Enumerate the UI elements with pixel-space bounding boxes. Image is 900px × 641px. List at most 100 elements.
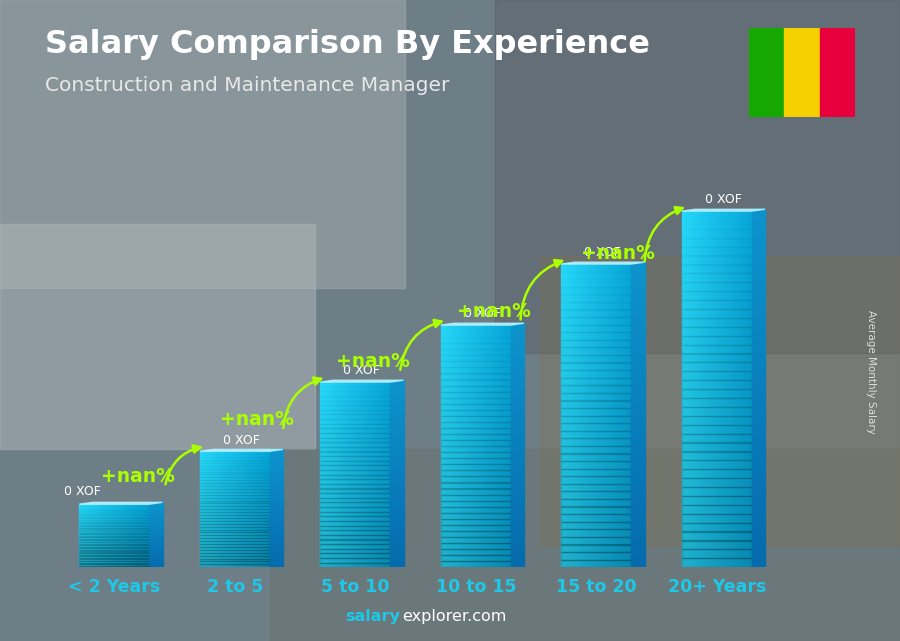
Bar (562, 294, 631, 302)
Bar (79, 510, 149, 512)
Bar (585, 264, 587, 567)
Bar (79, 517, 149, 519)
Bar (86, 504, 88, 567)
Bar (441, 367, 511, 374)
Bar (255, 451, 256, 567)
Bar (79, 551, 149, 553)
Bar (117, 504, 119, 567)
Bar (724, 211, 725, 567)
Bar (441, 355, 511, 362)
Bar (617, 264, 618, 567)
Bar (603, 264, 605, 567)
Polygon shape (270, 465, 283, 469)
Bar (354, 382, 356, 567)
Polygon shape (391, 480, 403, 487)
Polygon shape (511, 421, 524, 429)
Bar (682, 220, 752, 229)
Polygon shape (149, 550, 163, 552)
Bar (205, 451, 207, 567)
Bar (743, 211, 745, 567)
Bar (441, 458, 511, 464)
Bar (200, 486, 270, 489)
Bar (200, 492, 270, 495)
Polygon shape (752, 412, 765, 424)
Polygon shape (391, 467, 403, 474)
Bar (721, 211, 723, 567)
Polygon shape (391, 530, 403, 536)
Bar (84, 504, 85, 567)
Bar (215, 451, 217, 567)
Bar (257, 451, 258, 567)
Bar (106, 504, 107, 567)
Bar (320, 433, 391, 438)
Bar (682, 282, 752, 291)
Text: 0 XOF: 0 XOF (343, 365, 380, 378)
Bar (365, 382, 366, 567)
Polygon shape (391, 387, 403, 393)
Bar (504, 325, 505, 567)
Polygon shape (511, 502, 524, 510)
Polygon shape (752, 508, 765, 520)
Bar (366, 382, 368, 567)
Bar (258, 451, 260, 567)
Bar (200, 538, 270, 541)
Polygon shape (511, 486, 524, 494)
Bar (597, 264, 598, 567)
Bar (79, 563, 149, 564)
Bar (618, 264, 620, 567)
Bar (341, 382, 343, 567)
Bar (562, 461, 631, 469)
Bar (346, 382, 347, 567)
Bar (320, 396, 391, 401)
Bar (479, 325, 480, 567)
Bar (729, 211, 731, 567)
Bar (720, 211, 721, 567)
Polygon shape (752, 460, 765, 472)
Bar (210, 451, 212, 567)
Polygon shape (511, 527, 524, 535)
Bar (682, 513, 752, 523)
Bar (94, 504, 96, 567)
Bar (682, 398, 752, 407)
Polygon shape (511, 356, 524, 364)
Polygon shape (391, 437, 403, 442)
Bar (562, 529, 631, 537)
Polygon shape (752, 400, 765, 412)
Bar (266, 451, 267, 567)
Bar (620, 264, 622, 567)
Bar (441, 488, 511, 495)
Bar (124, 504, 125, 567)
Bar (588, 264, 590, 567)
Bar (723, 211, 724, 567)
Polygon shape (511, 323, 524, 331)
Bar (706, 211, 707, 567)
Bar (207, 451, 208, 567)
Bar (820, 28, 855, 117)
Polygon shape (631, 455, 644, 465)
Bar (470, 325, 472, 567)
Bar (88, 504, 89, 567)
Text: +nan%: +nan% (220, 410, 293, 429)
Bar (741, 211, 742, 567)
Polygon shape (511, 559, 524, 567)
Polygon shape (270, 520, 283, 524)
Bar (562, 408, 631, 415)
Polygon shape (270, 453, 283, 457)
Polygon shape (270, 508, 283, 512)
Bar (540, 256, 900, 545)
Polygon shape (391, 511, 403, 517)
Bar (610, 264, 612, 567)
Bar (320, 488, 391, 493)
Bar (200, 472, 270, 474)
Bar (320, 558, 391, 563)
Polygon shape (752, 544, 765, 555)
Bar (682, 416, 752, 425)
Polygon shape (270, 488, 283, 493)
Bar (252, 451, 253, 567)
Bar (336, 382, 338, 567)
Bar (225, 451, 227, 567)
Polygon shape (752, 388, 765, 400)
Bar (346, 382, 348, 567)
Polygon shape (270, 477, 283, 481)
Text: 0 XOF: 0 XOF (705, 194, 742, 206)
